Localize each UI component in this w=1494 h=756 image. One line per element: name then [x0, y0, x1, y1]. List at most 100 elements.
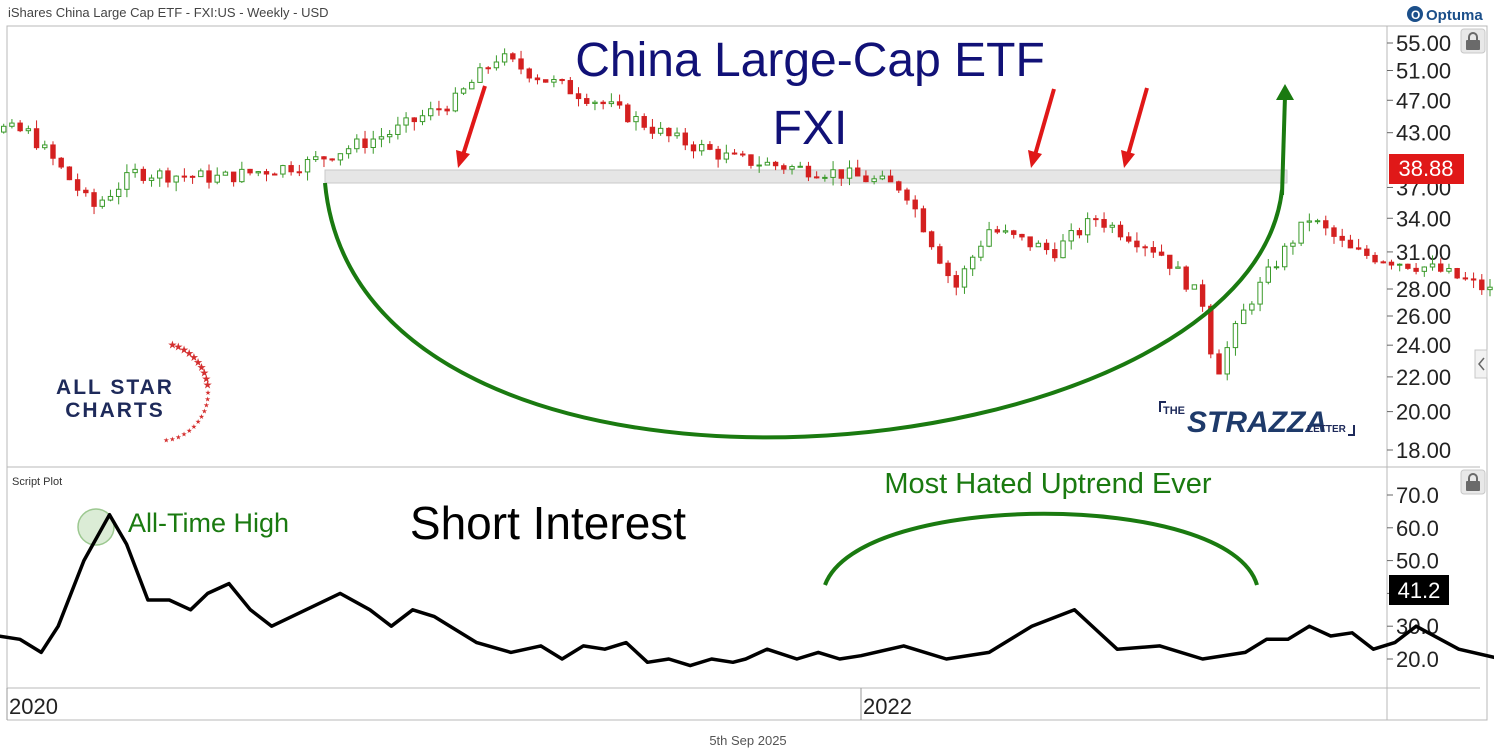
indicator-tick-label: 20.0 [1396, 647, 1439, 672]
candle-body [1429, 263, 1436, 268]
candle-body [781, 165, 787, 170]
candle-body [830, 169, 836, 178]
star-icon: ★ [205, 389, 211, 397]
indicator-title: Short Interest [410, 497, 686, 549]
candle-body [1068, 230, 1074, 242]
indicator-last-badge: 41.2 [1389, 575, 1449, 605]
candle-body [485, 67, 491, 70]
candle-body [937, 246, 943, 264]
candle-body [140, 168, 147, 181]
candle-body [1019, 233, 1025, 238]
star-icon: ★ [204, 395, 210, 403]
candle-body [1167, 254, 1173, 269]
candle-body [1183, 266, 1189, 290]
candle-body [321, 156, 327, 160]
star-icon: ★ [195, 418, 201, 426]
candle-body [1035, 242, 1042, 248]
candle-body [1479, 279, 1485, 291]
candle-body [1331, 227, 1337, 237]
price-tick-label: 31.00 [1396, 240, 1451, 265]
candle-body [313, 156, 319, 161]
price-candles [1, 48, 1493, 381]
candle-body [1, 125, 7, 133]
candle-body [641, 116, 647, 128]
candle-body [846, 167, 853, 179]
candle-body [1232, 323, 1239, 349]
candle-body [953, 275, 959, 288]
candle-body [518, 58, 524, 70]
candle-body [329, 158, 335, 161]
candle-body [378, 136, 385, 140]
candle-body [838, 169, 844, 179]
indicator-tick-label: 60.0 [1396, 516, 1439, 541]
candle-body [1421, 266, 1428, 272]
breakout-arrow-icon [1276, 84, 1294, 100]
indicator-lock-icon[interactable] [1460, 469, 1486, 495]
candle-body [896, 181, 902, 191]
candle-body [403, 117, 409, 126]
candle-body [66, 166, 73, 181]
candle-body [271, 173, 278, 176]
candle-body [855, 167, 861, 177]
candle-body [25, 128, 32, 132]
candle-body [1101, 219, 1107, 228]
red-arrow-3 [1126, 87, 1149, 156]
svg-text:O: O [1411, 8, 1420, 22]
candle-body [1208, 305, 1214, 355]
price-tick-label: 26.00 [1396, 304, 1451, 329]
candle-body [345, 148, 352, 155]
candle-body [1265, 266, 1271, 283]
logo-right-prefix: THE [1163, 405, 1185, 417]
hated-uptrend-label: Most Hated Uptrend Ever [884, 468, 1212, 500]
candle-body [542, 79, 549, 83]
candle-body [1454, 268, 1460, 279]
logo-left-line1: ALL STAR [56, 376, 174, 399]
chart-subtitle: FXI [773, 102, 848, 155]
candle-body [1470, 278, 1477, 281]
candle-body [764, 161, 771, 166]
optuma-logo: O Optuma [1407, 6, 1483, 24]
candle-body [625, 104, 631, 123]
candle-body [181, 175, 188, 178]
candle-body [1249, 303, 1255, 311]
candle-body [42, 144, 48, 149]
candle-body [879, 175, 886, 180]
price-lock-icon[interactable] [1460, 28, 1486, 54]
indicator-last-value: 41.2 [1398, 578, 1441, 603]
indicator-tick-label: 50.0 [1396, 549, 1439, 574]
candle-body [567, 80, 574, 95]
si-badge-bg [1389, 575, 1449, 605]
candle-body [206, 170, 212, 183]
candle-body [9, 122, 15, 127]
red-arrow-2 [1033, 88, 1056, 156]
optuma-logo-icon [1407, 6, 1423, 22]
star-icon: ★ [191, 423, 197, 431]
candle-body [83, 189, 89, 194]
candle-body [863, 175, 869, 183]
candle-body [1199, 284, 1206, 307]
candle-body [756, 164, 762, 167]
candle-body [1364, 248, 1370, 256]
star-icon: ★ [179, 344, 189, 356]
red-arrow-3-head [1121, 150, 1135, 168]
expand-panel-icon[interactable] [1474, 349, 1488, 379]
chart-title: China Large-Cap ETF [575, 34, 1045, 87]
candle-body [1224, 347, 1230, 375]
candle-body [904, 189, 910, 201]
optuma-brand: Optuma [1426, 7, 1483, 24]
candle-body [592, 101, 598, 104]
candle-body [1117, 224, 1124, 238]
candle-body [715, 148, 721, 160]
price-tick-label: 28.00 [1396, 277, 1451, 302]
candle-body [666, 127, 672, 137]
star-icon: ★ [203, 401, 209, 409]
candle-body [1158, 251, 1165, 256]
candle-body [230, 171, 237, 183]
star-icon: ★ [203, 380, 213, 392]
price-tick-label: 43.00 [1396, 121, 1451, 146]
candle-body [1298, 221, 1304, 244]
star-icon: ★ [189, 352, 199, 364]
candle-body [239, 168, 245, 183]
star-icon: ★ [184, 348, 194, 360]
candle-body [1388, 261, 1395, 266]
